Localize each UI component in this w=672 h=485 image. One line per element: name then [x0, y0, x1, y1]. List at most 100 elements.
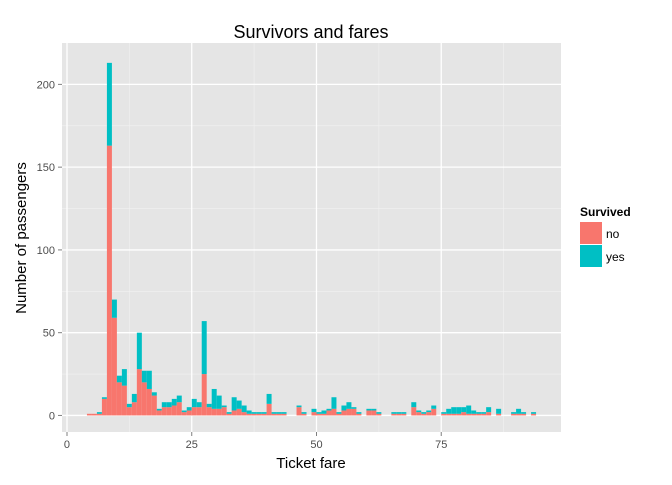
- bar-no: [531, 413, 537, 416]
- bar-yes: [201, 321, 207, 375]
- bar-no: [371, 410, 377, 416]
- bar-no: [366, 410, 372, 416]
- bar-yes: [311, 408, 317, 413]
- bar-yes: [411, 402, 417, 408]
- y-axis-title: Number of passengers: [13, 162, 30, 314]
- bar-no: [411, 407, 417, 416]
- bar-yes: [346, 402, 352, 409]
- bar-yes: [366, 408, 372, 411]
- y-tick-label: 50: [43, 328, 55, 340]
- bar-no: [511, 413, 517, 416]
- bar-no: [311, 412, 317, 416]
- bar-no: [116, 382, 122, 416]
- bar-no: [261, 413, 267, 416]
- bar-yes: [431, 405, 437, 409]
- bar-yes: [136, 332, 142, 370]
- bar-yes: [331, 397, 337, 409]
- legend-swatch-yes: [580, 245, 602, 267]
- bar-no: [376, 413, 382, 416]
- bar-yes: [181, 410, 187, 413]
- bar-yes: [531, 412, 537, 414]
- bar-yes: [441, 412, 447, 414]
- bar-no: [296, 407, 302, 416]
- bar-yes: [321, 410, 327, 414]
- bar-yes: [171, 398, 177, 406]
- bar-yes: [196, 402, 202, 408]
- bar-no: [141, 382, 147, 416]
- bar-no: [201, 374, 207, 416]
- bar-yes: [471, 410, 477, 414]
- bar-no: [301, 413, 307, 416]
- bar-yes: [131, 393, 137, 403]
- bar-yes: [296, 405, 302, 408]
- legend-label-yes: yes: [606, 250, 625, 264]
- bar-no: [391, 413, 397, 416]
- bar-no: [451, 413, 457, 416]
- bar-yes: [466, 405, 472, 414]
- bar-no: [161, 407, 167, 416]
- bar-no: [236, 408, 242, 416]
- bar-no: [131, 402, 137, 416]
- bar-no: [321, 413, 327, 416]
- bar-no: [241, 412, 247, 416]
- bar-no: [516, 413, 522, 416]
- bar-no: [221, 407, 227, 416]
- bar-yes: [271, 412, 277, 414]
- plot-area: 0 50 100 150 200 0 25 50 75: [37, 43, 561, 451]
- y-tick-label: 100: [37, 245, 55, 257]
- bar-no: [281, 413, 287, 416]
- legend-label-no: no: [606, 227, 620, 241]
- bar-yes: [496, 408, 502, 414]
- bar-yes: [356, 412, 362, 414]
- bar-yes: [211, 388, 217, 409]
- bar-yes: [111, 299, 117, 318]
- bar-yes: [206, 403, 212, 408]
- bar-no: [471, 413, 477, 416]
- bar-yes: [166, 402, 172, 408]
- bar-yes: [371, 408, 377, 411]
- bar-no: [211, 408, 217, 416]
- bar-no: [466, 413, 472, 416]
- bar-no: [481, 413, 487, 416]
- bar-yes: [266, 393, 272, 404]
- bar-yes: [101, 397, 107, 399]
- bar-no: [421, 413, 427, 416]
- bar-no: [171, 405, 177, 416]
- bar-yes: [376, 412, 382, 414]
- bar-yes: [191, 398, 197, 408]
- bar-no: [256, 413, 262, 416]
- bar-no: [136, 369, 142, 416]
- bar-yes: [486, 407, 492, 413]
- bar-yes: [251, 412, 257, 414]
- bar-yes: [241, 405, 247, 413]
- bar-no: [331, 408, 337, 416]
- bar-no: [111, 317, 117, 416]
- x-axis-title: Ticket fare: [276, 455, 345, 472]
- bar-no: [356, 413, 362, 416]
- y-tick-label: 0: [49, 410, 55, 422]
- bar-yes: [481, 412, 487, 414]
- bar-no: [196, 407, 202, 416]
- bar-no: [486, 412, 492, 416]
- bar-no: [266, 403, 272, 416]
- bar-yes: [186, 407, 192, 411]
- bar-no: [416, 412, 422, 416]
- bar-yes: [476, 412, 482, 414]
- bar-no: [246, 413, 252, 416]
- y-tick-label: 200: [37, 79, 55, 91]
- bar-yes: [146, 370, 152, 389]
- bar-no: [456, 413, 462, 416]
- bar-yes: [396, 412, 402, 414]
- bar-no: [181, 412, 187, 416]
- bar-yes: [141, 370, 147, 383]
- bar-yes: [261, 412, 267, 414]
- bar-no: [176, 402, 182, 416]
- bar-no: [326, 410, 332, 416]
- bar-yes: [106, 62, 112, 146]
- bar-yes: [216, 395, 222, 409]
- bar-no: [206, 407, 212, 416]
- y-tick-label: 150: [37, 162, 55, 174]
- plot-panel: [62, 43, 561, 432]
- bar-yes: [176, 395, 182, 403]
